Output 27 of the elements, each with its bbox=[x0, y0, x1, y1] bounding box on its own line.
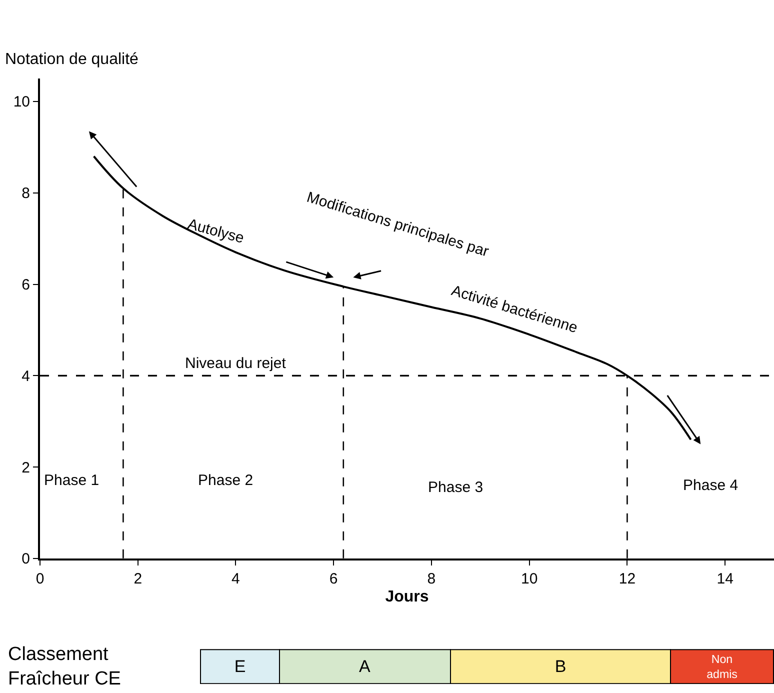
y-tick-label: Classement Fraîcheur CE bbox=[8, 644, 121, 690]
x-axis-title: Jours bbox=[385, 588, 429, 606]
x-tick-label: 0 bbox=[36, 570, 44, 588]
y-tick-label: 4 bbox=[22, 368, 30, 385]
ref-line-label: Niveau du rejet bbox=[185, 355, 287, 372]
x-tick-label: 8 bbox=[427, 570, 436, 588]
annotation: Phase 2 bbox=[198, 472, 254, 489]
annotation: Phase 1 bbox=[44, 472, 100, 489]
y-tick-label: 0 bbox=[22, 550, 30, 568]
annotation: Phase 3 bbox=[428, 479, 484, 496]
y-axis-title: Notation de qualité bbox=[5, 51, 139, 68]
annotation: Phase 4 bbox=[683, 477, 738, 494]
y-tick-label: 2 bbox=[22, 459, 30, 476]
x-tick-label: 2 bbox=[134, 570, 142, 588]
x-tick-label: 4 bbox=[232, 570, 240, 588]
series-label: B bbox=[554, 657, 566, 676]
annotation: Autolyse bbox=[186, 216, 246, 248]
y-tick-label: 8 bbox=[22, 185, 30, 202]
x-tick-label: 14 bbox=[716, 570, 734, 588]
series-label: E bbox=[234, 657, 246, 676]
y-tick-label: 10 bbox=[13, 94, 30, 111]
series-label: Non admis bbox=[706, 654, 738, 681]
x-tick-label: 6 bbox=[329, 570, 338, 588]
x-tick-label: 10 bbox=[520, 570, 538, 588]
series-label: A bbox=[359, 657, 371, 676]
y-tick-label: 6 bbox=[22, 276, 30, 294]
x-tick-label: 12 bbox=[618, 570, 636, 588]
